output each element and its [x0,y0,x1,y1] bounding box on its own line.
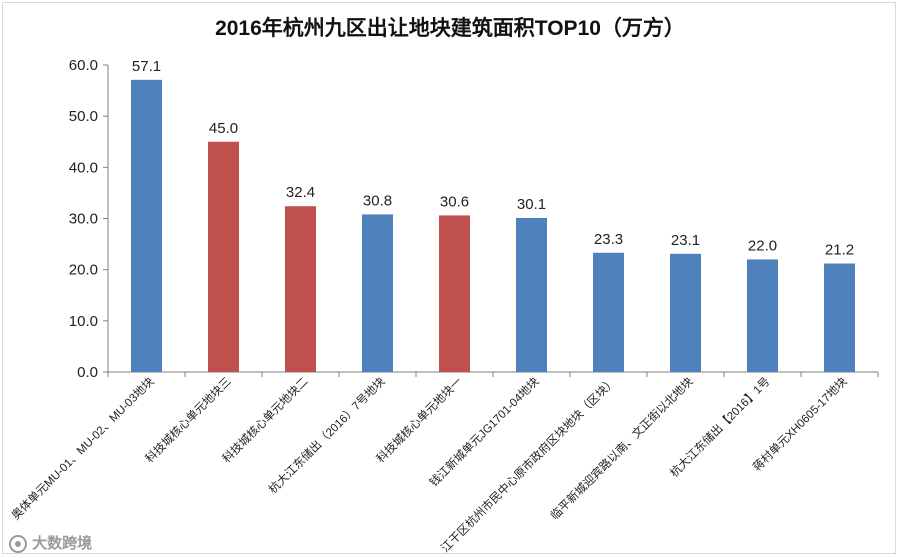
bar-value-label: 21.2 [825,242,854,259]
bar-value-label: 32.4 [286,184,315,201]
bar-value-label: 45.0 [209,120,238,137]
bar [439,215,470,372]
y-tick-label: 10.0 [69,313,98,330]
x-category-label: 奥体单元MU-01、MU-02、MU-03地块 [8,374,157,523]
bar [285,206,316,372]
x-category-label: 临平新城迎宾路以南、文正街以北地块 [547,374,695,522]
bar-value-label: 23.1 [671,232,700,249]
bar-value-label: 57.1 [132,58,161,75]
bar [208,141,239,372]
y-tick-label: 0.0 [77,364,98,381]
bar-value-label: 23.3 [594,231,623,248]
brand-text: 大数跨境 [32,535,93,552]
bar [131,79,162,373]
x-category-label: 江干区杭州市民中心原市政府区块地块（区块） [438,374,619,555]
x-category-label: 科技城核心单元地块三 [142,374,233,465]
x-category-label: 科技城核心单元地块一 [373,374,465,466]
bar [362,214,393,372]
chart-title: 2016年杭州九区出让地块建筑面积TOP10（万方） [215,17,685,40]
x-category-label: 杭大江东储出（2016）7号地块 [266,374,388,496]
y-tick-label: 30.0 [69,211,98,228]
y-tick-label: 50.0 [69,108,98,125]
bar [824,263,855,372]
bar [593,252,624,372]
brand-logo-icon [9,535,27,554]
bar-value-label: 30.6 [440,193,469,210]
bar [670,253,701,372]
bar-value-label: 22.0 [748,237,777,254]
bar-value-label: 30.8 [363,192,392,209]
bar [516,217,547,372]
x-category-label: 科技城核心单元地块二 [219,374,310,465]
y-tick-label: 20.0 [69,262,98,279]
bar [747,259,778,372]
bar-value-label: 30.1 [517,196,546,213]
brand-watermark: 大数跨境 [8,532,92,554]
y-tick-label: 60.0 [69,57,98,74]
y-tick-label: 40.0 [69,159,98,176]
